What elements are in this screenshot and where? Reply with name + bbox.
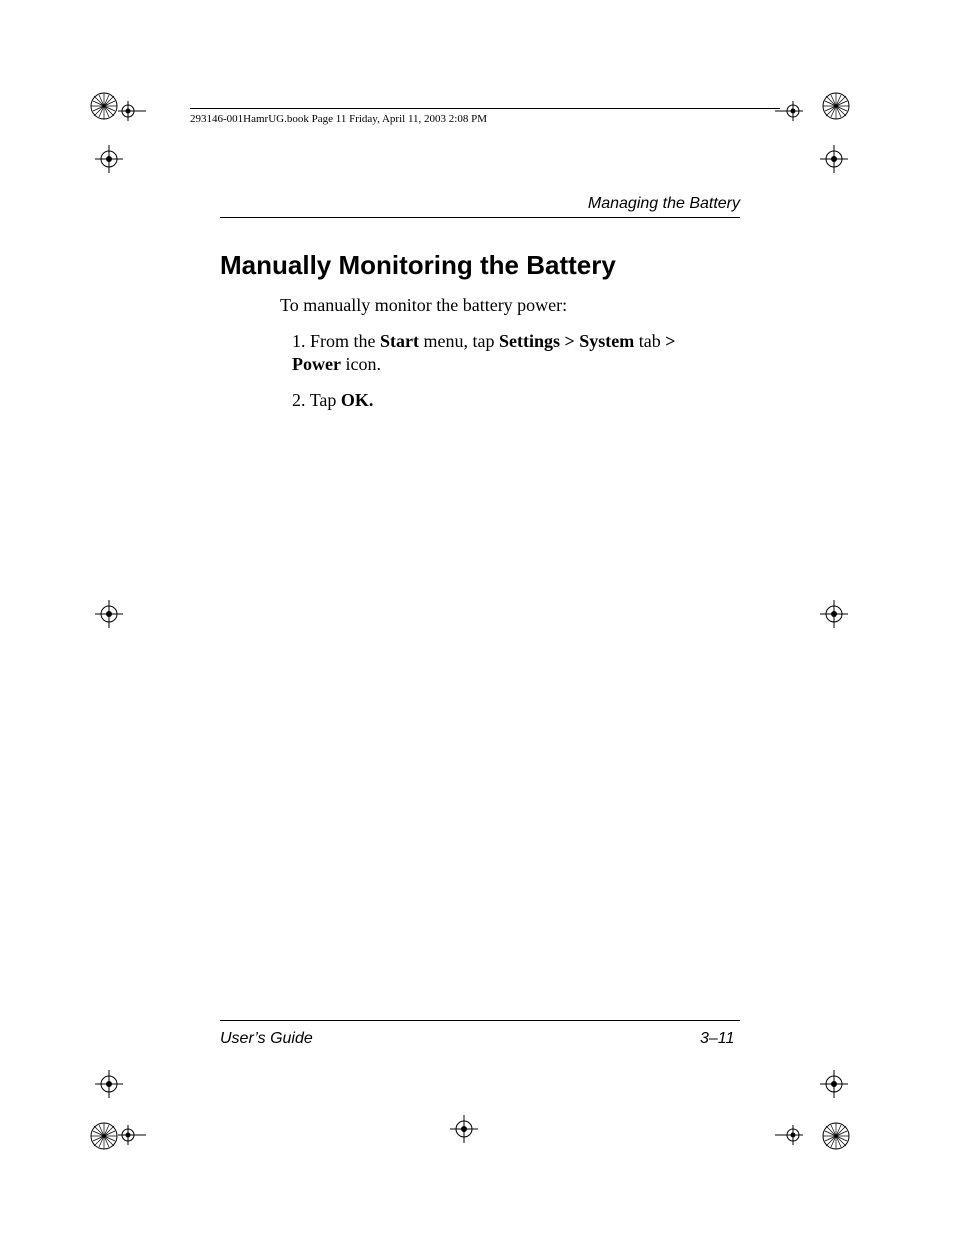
footer-rule (220, 1020, 740, 1021)
bold-text: Settings (499, 331, 560, 351)
bold-text: Power (292, 354, 341, 374)
crosshair-icon (775, 1125, 823, 1173)
registration-mark-icon (820, 90, 868, 138)
separator: > (665, 331, 675, 351)
step-text: menu, tap (419, 331, 499, 351)
step-number: 1. (292, 331, 306, 351)
crosshair-icon (118, 1125, 166, 1173)
registration-mark-icon (820, 1120, 868, 1168)
step-text: Tap (310, 390, 341, 410)
separator: > (560, 331, 579, 351)
crosshair-icon (95, 1070, 143, 1118)
crosshair-icon (820, 145, 868, 193)
bold-text: Start (380, 331, 419, 351)
crosshair-icon (95, 145, 143, 193)
step-number: 2. (292, 390, 306, 410)
bold-text: OK. (341, 390, 374, 410)
step-text: From the (310, 331, 380, 351)
crosshair-icon (775, 101, 823, 149)
footer-left: User’s Guide (220, 1030, 313, 1048)
step-text: tab (634, 331, 665, 351)
print-header-text: 293146-001HamrUG.book Page 11 Friday, Ap… (190, 113, 487, 125)
crosshair-icon (820, 1070, 868, 1118)
bold-text: System (579, 331, 634, 351)
footer-right: 3–11 (700, 1030, 734, 1048)
crosshair-icon (95, 600, 143, 648)
crosshair-icon (820, 600, 868, 648)
crosshair-icon (118, 101, 166, 149)
step-1: 1. From the Start menu, tap Settings > S… (292, 330, 694, 377)
step-text: icon. (341, 354, 381, 374)
page: 293146-001HamrUG.book Page 11 Friday, Ap… (0, 0, 954, 1235)
crosshair-icon (450, 1115, 498, 1163)
print-header: 293146-001HamrUG.book Page 11 Friday, Ap… (190, 108, 780, 133)
step-2: 2. Tap OK. (292, 390, 373, 411)
page-heading: Manually Monitoring the Battery (220, 250, 616, 281)
intro-text: To manually monitor the battery power: (280, 295, 567, 316)
section-header: Managing the Battery (220, 195, 740, 218)
